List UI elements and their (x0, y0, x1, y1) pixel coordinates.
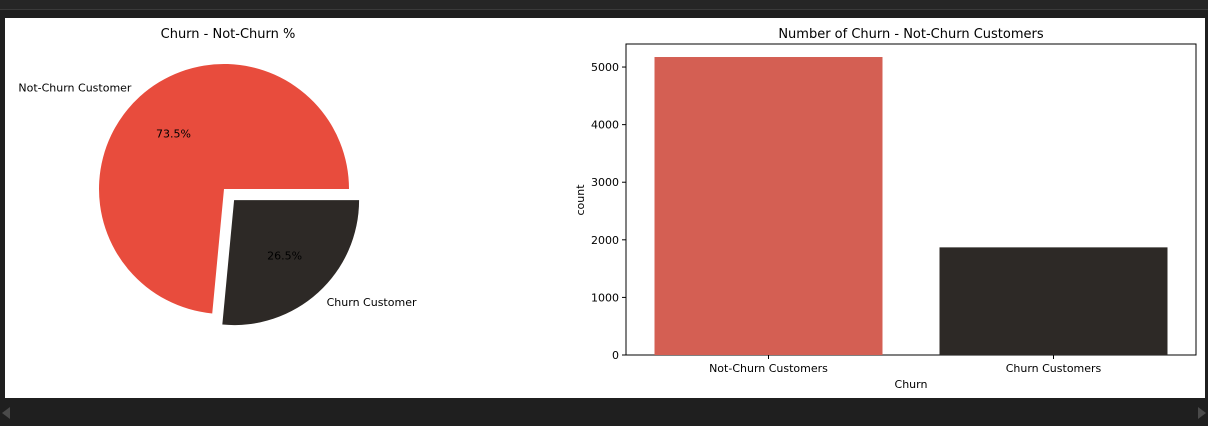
bar-churn (939, 247, 1168, 355)
chart-figure: Churn - Not-Churn % Not-Churn Customer C… (5, 18, 1205, 398)
bar-x-tick-label: Churn Customers (1006, 362, 1102, 375)
pie-slice-label-not-churn: Not-Churn Customer (18, 81, 132, 94)
pie-slices (99, 64, 360, 326)
bar-bars (654, 57, 1168, 355)
pie-slice-not-churn (99, 64, 349, 314)
bar-x-axis-label: Churn (895, 378, 928, 391)
bar-y-ticks: 0 1000 2000 3000 4000 5000 (591, 61, 626, 362)
chart-canvas: Churn - Not-Churn % Not-Churn Customer C… (18, 27, 1197, 391)
pie-slice-label-churn: Churn Customer (327, 296, 417, 309)
pie-title: Churn - Not-Churn % (161, 27, 296, 42)
bar-y-tick-label: 3000 (591, 176, 619, 189)
bar-x-tick-label: Not-Churn Customers (709, 362, 828, 375)
bar-not-churn (654, 57, 883, 355)
pie-slice-pct-churn: 26.5% (267, 250, 302, 263)
bar-x-ticks: Not-Churn Customers Churn Customers (709, 355, 1102, 375)
bar-y-tick-label: 4000 (591, 119, 619, 132)
bar-chart: Number of Churn - Not-Churn Customers 0 1… (574, 27, 1197, 391)
bar-axes-frame (625, 43, 1197, 356)
scroll-right-arrow-icon[interactable] (1198, 407, 1206, 419)
bar-y-tick-label: 0 (612, 349, 619, 362)
top-bar (0, 0, 1208, 10)
pie-slice-pct-not-churn: 73.5% (156, 128, 191, 141)
horizontal-scrollbar[interactable] (0, 398, 1208, 426)
bar-y-tick-label: 2000 (591, 234, 619, 247)
pie-chart: Churn - Not-Churn % Not-Churn Customer C… (18, 27, 417, 326)
scroll-left-arrow-icon[interactable] (2, 407, 10, 419)
bar-title: Number of Churn - Not-Churn Customers (778, 27, 1044, 42)
bar-y-axis-label: count (574, 184, 587, 216)
pie-slice-churn (222, 200, 360, 326)
bar-y-tick-label: 5000 (591, 61, 619, 74)
bar-y-tick-label: 1000 (591, 291, 619, 304)
